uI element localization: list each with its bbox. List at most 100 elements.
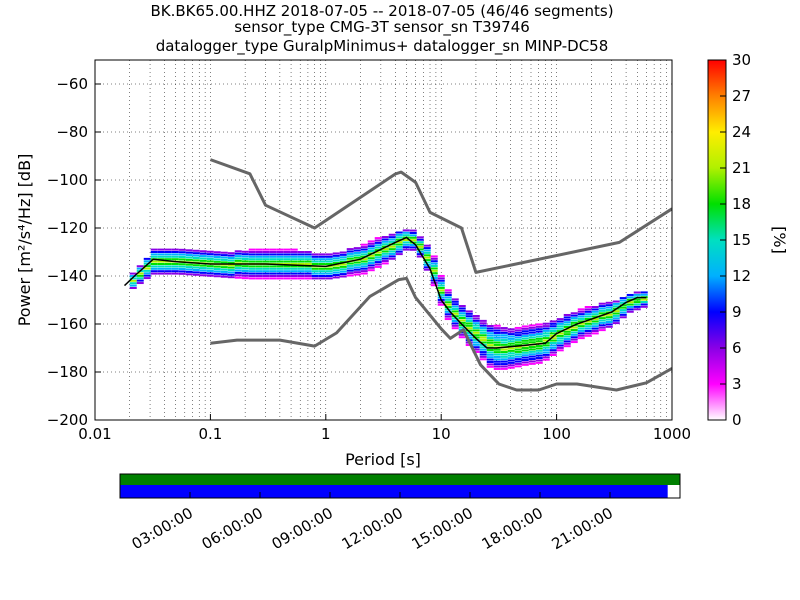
density-cell: [367, 269, 375, 272]
density-cell: [192, 268, 200, 271]
density-cell: [360, 246, 368, 249]
density-cell: [311, 275, 319, 277]
density-cell: [486, 344, 494, 347]
density-cell: [276, 255, 284, 258]
x-tick-label: 1000: [653, 425, 691, 443]
density-cell: [360, 258, 368, 261]
density-cell: [304, 258, 312, 261]
density-cell: [255, 248, 263, 251]
density-cell: [199, 274, 207, 277]
density-cell: [493, 339, 501, 342]
density-cell: [619, 309, 627, 312]
density-cell: [311, 253, 319, 256]
density-cell: [577, 315, 585, 318]
density-cell: [290, 277, 298, 280]
density-cell: [556, 346, 564, 349]
density-cell: [311, 270, 319, 273]
density-cell: [367, 257, 375, 260]
density-cell: [346, 267, 354, 270]
density-cell: [360, 265, 368, 268]
density-cell: [584, 315, 592, 318]
density-cell: [206, 257, 214, 260]
density-cell: [465, 332, 473, 335]
density-cell: [381, 260, 389, 263]
density-cell: [472, 327, 480, 330]
density-cell: [458, 321, 466, 324]
density-cell: [598, 312, 606, 315]
density-cell: [164, 270, 172, 273]
density-cell: [276, 270, 284, 273]
density-cell: [220, 270, 228, 273]
density-cell: [535, 337, 543, 340]
density-cell: [605, 318, 613, 321]
density-cell: [164, 263, 172, 265]
x-axis-label: Period [s]: [345, 450, 421, 469]
density-cell: [465, 310, 473, 313]
density-cell: [136, 267, 144, 270]
density-cell: [626, 296, 634, 299]
density-cell: [493, 343, 501, 346]
density-cell: [213, 251, 221, 254]
timeline-tick-label: 03:00:00: [129, 504, 196, 553]
density-cell: [164, 253, 172, 256]
density-cell: [437, 274, 445, 277]
density-cell: [353, 247, 361, 250]
density-cell: [493, 363, 501, 366]
density-cell: [626, 308, 634, 311]
density-cell: [528, 326, 536, 329]
density-cell: [619, 313, 627, 316]
density-cell: [535, 345, 543, 348]
density-cell: [451, 317, 459, 320]
density-cell: [234, 259, 242, 262]
density-cell: [479, 327, 487, 330]
y-axis-label: Power [m²/s⁴/Hz] [dB]: [15, 154, 34, 327]
density-cell: [514, 346, 522, 349]
density-cell: [437, 303, 445, 306]
density-cell: [381, 252, 389, 255]
title-line-3: datalogger_type GuralpMinimus+ datalogge…: [156, 37, 609, 56]
density-cell: [374, 237, 382, 240]
density-cell: [150, 251, 158, 253]
density-cell: [514, 353, 522, 356]
density-cell: [542, 346, 550, 349]
x-ticks: 0.01 0.1 1 10 100 1000: [78, 414, 691, 443]
density-cell: [269, 267, 277, 270]
density-cell: [185, 270, 193, 273]
density-cell: [290, 267, 298, 270]
density-cell: [542, 356, 550, 359]
density-cell: [542, 349, 550, 352]
density-cell: [276, 265, 284, 268]
density-cell: [451, 300, 459, 303]
density-cell: [360, 253, 368, 256]
density-cell: [528, 353, 536, 356]
density-cell: [136, 277, 144, 280]
density-cell: [479, 336, 487, 339]
density-cell: [360, 248, 368, 251]
density-cell: [283, 272, 291, 275]
density-cell: [157, 253, 165, 256]
y-tick-label: −160: [47, 315, 88, 333]
density-cell: [500, 336, 508, 339]
density-cell: [227, 273, 235, 276]
density-cell: [430, 262, 438, 265]
density-cell: [584, 322, 592, 325]
density-cell: [493, 355, 501, 358]
colorbar-tick-label: 21: [732, 159, 751, 177]
density-cell: [178, 268, 186, 271]
density-cell: [507, 337, 515, 340]
density-cell: [556, 332, 564, 335]
density-cell: [640, 303, 648, 306]
density-cell: [437, 277, 445, 280]
density-cell: [472, 324, 480, 327]
density-cell: [241, 272, 249, 275]
title-line-2: sensor_type CMG-3T sensor_sn T39746: [234, 18, 530, 37]
density-cell: [591, 313, 599, 316]
density-cell: [465, 315, 473, 318]
density-cell: [591, 325, 599, 328]
density-cell: [549, 320, 557, 323]
density-cell: [227, 254, 235, 257]
density-cell: [150, 255, 158, 258]
density-cell: [402, 248, 410, 251]
density-cell: [360, 270, 368, 273]
density-cell: [507, 342, 515, 345]
